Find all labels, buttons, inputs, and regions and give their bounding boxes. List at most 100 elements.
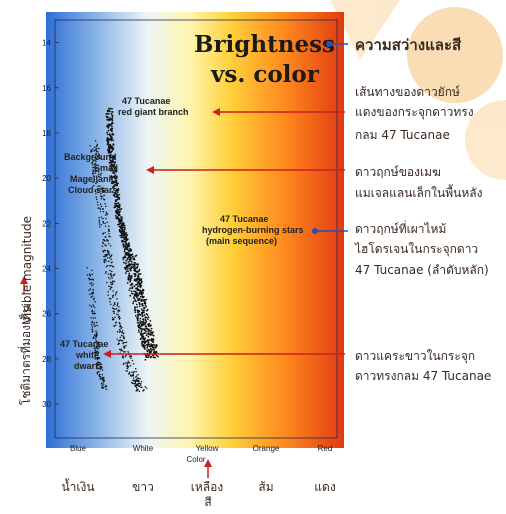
data-point xyxy=(132,300,135,303)
data-point xyxy=(107,276,110,279)
data-point xyxy=(140,386,142,388)
data-point xyxy=(113,193,116,196)
data-point xyxy=(110,135,113,138)
data-point xyxy=(126,238,129,241)
data-point xyxy=(138,282,141,284)
data-point xyxy=(92,279,95,281)
data-point xyxy=(154,356,156,359)
data-point xyxy=(125,262,127,265)
y-tick-label: 24 xyxy=(42,265,51,274)
data-point xyxy=(145,298,148,301)
data-point xyxy=(118,193,120,196)
data-point xyxy=(86,274,89,276)
data-point xyxy=(119,339,122,341)
data-point xyxy=(145,343,148,346)
data-point xyxy=(128,362,131,364)
plot-frame xyxy=(54,19,338,439)
data-point xyxy=(106,143,109,146)
data-point xyxy=(136,277,139,280)
data-point xyxy=(118,315,120,318)
data-point xyxy=(93,313,95,315)
data-point xyxy=(114,293,117,296)
data-point xyxy=(103,187,105,190)
data-point xyxy=(92,283,94,285)
data-point xyxy=(95,352,97,355)
data-point xyxy=(96,366,98,368)
data-point xyxy=(94,189,97,191)
data-point xyxy=(97,156,99,158)
data-point xyxy=(115,184,118,187)
data-point xyxy=(92,160,94,162)
data-point xyxy=(104,272,107,274)
data-point xyxy=(131,359,134,362)
data-point xyxy=(105,388,108,390)
data-point xyxy=(99,188,102,190)
data-point xyxy=(134,311,137,313)
data-point xyxy=(97,367,99,370)
data-point xyxy=(107,150,110,153)
data-point xyxy=(109,281,112,284)
data-point xyxy=(94,355,96,358)
data-point xyxy=(120,232,123,235)
data-point xyxy=(111,114,114,117)
data-point xyxy=(96,201,99,203)
data-point xyxy=(129,364,132,367)
data-point xyxy=(108,260,110,262)
thai-line: ดาวฤกษ์ที่เผาไหม้ xyxy=(355,220,446,236)
data-point xyxy=(139,382,142,385)
data-point xyxy=(140,290,143,292)
data-point xyxy=(101,386,103,389)
data-point xyxy=(107,126,110,129)
data-point xyxy=(144,337,147,339)
data-point xyxy=(99,208,102,210)
data-point xyxy=(98,373,101,376)
data-point xyxy=(91,273,94,276)
data-point xyxy=(90,282,93,284)
data-point xyxy=(127,242,130,245)
data-point xyxy=(106,133,109,136)
y-tick-label: 20 xyxy=(42,174,51,183)
data-point xyxy=(111,117,114,120)
data-point xyxy=(138,313,141,316)
data-point xyxy=(110,254,113,256)
thai-white-dwarfs: ดาวแคระขาวในกระจุก ดาวทรงกลม 47 Tucanae xyxy=(355,349,491,383)
data-point xyxy=(133,265,135,268)
data-point xyxy=(93,347,95,349)
data-point xyxy=(105,266,108,268)
data-point xyxy=(108,232,110,235)
data-point xyxy=(95,157,98,160)
data-point xyxy=(149,320,152,322)
data-point xyxy=(133,382,135,385)
data-point xyxy=(140,292,142,294)
data-point xyxy=(126,268,128,270)
data-point xyxy=(130,290,133,293)
data-point xyxy=(106,149,109,151)
data-point xyxy=(134,262,137,264)
annotation-line: red giant branch xyxy=(118,107,189,117)
data-point xyxy=(95,347,97,350)
data-point xyxy=(133,290,136,293)
data-point xyxy=(136,377,139,380)
data-point xyxy=(88,277,90,279)
data-point xyxy=(108,254,111,256)
data-point xyxy=(140,380,143,383)
data-point xyxy=(132,379,135,382)
data-point xyxy=(138,297,141,300)
data-point xyxy=(109,278,111,280)
data-point xyxy=(109,151,112,153)
annotation-line: dwarfs xyxy=(74,361,103,371)
data-point xyxy=(111,119,114,122)
data-point xyxy=(133,257,136,259)
data-point xyxy=(106,251,109,253)
data-point xyxy=(150,343,152,346)
data-point xyxy=(127,254,130,257)
data-point xyxy=(111,165,114,168)
data-point xyxy=(134,308,136,311)
data-point xyxy=(130,355,132,357)
data-point xyxy=(113,175,116,178)
data-point xyxy=(117,343,119,346)
data-point xyxy=(122,223,124,226)
background-decoration xyxy=(330,0,506,180)
data-point xyxy=(111,277,113,279)
data-point xyxy=(94,338,97,340)
